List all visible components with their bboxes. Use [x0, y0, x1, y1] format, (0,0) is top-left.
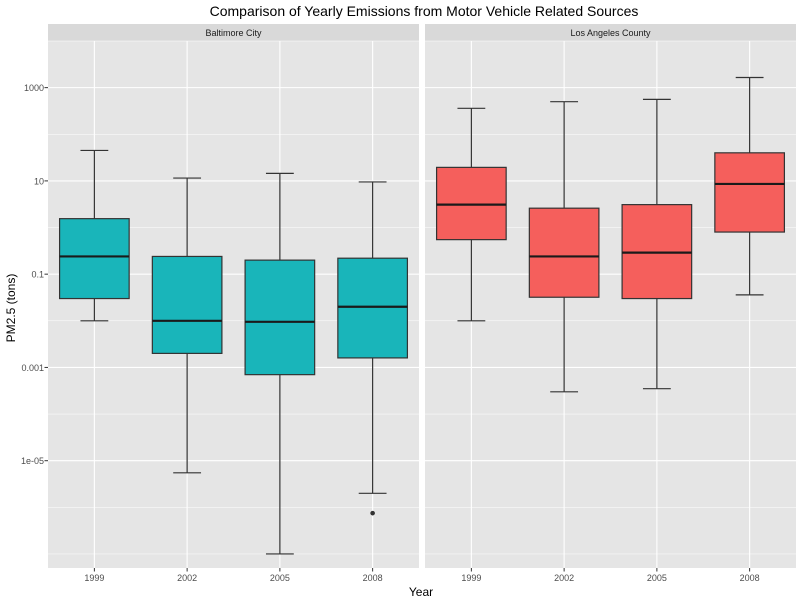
y-axis-ticks: 1e-05 0.001 0.1 10 1000 — [21, 83, 48, 466]
facet-strip — [48, 24, 419, 41]
y-tick-label: 1e-05 — [21, 456, 44, 466]
panel-background — [425, 41, 796, 568]
facet-strip — [425, 24, 796, 41]
y-tick-label: 0.001 — [21, 363, 44, 373]
box-2002 — [151, 177, 223, 474]
box-1999 — [435, 107, 507, 322]
x-tick-label: 2005 — [647, 573, 667, 583]
box-2005 — [621, 98, 693, 390]
y-axis-label: PM2.5 (tons) — [4, 274, 18, 343]
box-2008 — [714, 76, 786, 296]
facet-panel: Baltimore City 1999 2002 2005 2008 — [48, 24, 419, 583]
box-2005 — [244, 172, 316, 555]
outlier-point — [370, 510, 375, 516]
box-iqr — [244, 259, 316, 376]
box-2002 — [528, 101, 600, 393]
x-tick-label: 1999 — [84, 573, 104, 583]
x-axis-label: Year — [409, 585, 433, 599]
y-tick-label: 1000 — [24, 83, 44, 93]
box-iqr — [714, 152, 786, 233]
box-2008 — [337, 181, 409, 516]
box-iqr — [58, 218, 130, 300]
x-tick-label: 1999 — [461, 573, 481, 583]
box-1999 — [58, 149, 130, 322]
y-tick-label: 0.1 — [31, 270, 44, 280]
x-tick-label: 2008 — [363, 573, 383, 583]
box-iqr — [435, 166, 507, 241]
facet-strip-label: Baltimore City — [205, 28, 262, 38]
x-tick-label: 2002 — [177, 573, 197, 583]
x-tick-label: 2008 — [740, 573, 760, 583]
facet-strip-label: Los Angeles County — [570, 28, 651, 38]
box-iqr — [337, 257, 409, 359]
box-iqr — [528, 207, 600, 298]
chart-title: Comparison of Yearly Emissions from Moto… — [210, 3, 639, 19]
box-iqr — [151, 255, 223, 354]
facet-panel: Los Angeles County 1999 2002 2005 2008 — [425, 24, 796, 583]
x-tick-label: 2002 — [554, 573, 574, 583]
x-tick-label: 2005 — [270, 573, 290, 583]
y-tick-label: 10 — [34, 176, 44, 186]
